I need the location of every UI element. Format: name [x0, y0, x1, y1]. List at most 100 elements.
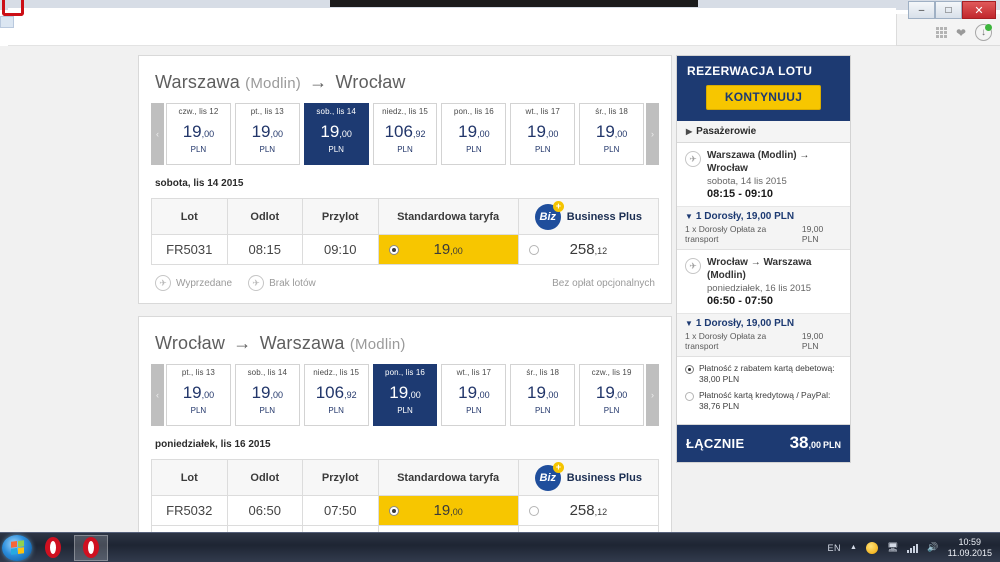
date-strip-next-button[interactable]: › — [646, 103, 659, 165]
total-label: ŁĄCZNIE — [686, 435, 745, 451]
network-icon[interactable]: 🖥 — [886, 542, 899, 552]
date-cell[interactable]: wt., lis 17 19,00 PLN — [510, 103, 576, 165]
close-button[interactable]: ✕ — [962, 1, 996, 19]
antivirus-icon[interactable] — [865, 541, 878, 554]
speed-dial-icon[interactable] — [935, 27, 947, 38]
payment-option-debit[interactable]: Płatność z rabatem kartą debetową: 38,00… — [685, 363, 842, 386]
window-controls[interactable]: – □ ✕ — [908, 1, 996, 19]
date-cell-currency: PLN — [259, 406, 276, 415]
route-card-outbound: Warszawa (Modlin) → Wrocław ‹ czw., lis … — [138, 55, 672, 304]
flight-arrival-time: 07:50 — [302, 495, 379, 526]
date-cell-price: 19,00 — [389, 383, 421, 402]
standard-fare-cell[interactable]: 19,00 — [377, 495, 519, 526]
passenger-fare-title: ▼ 1 Dorosły, 19,00 PLN — [685, 211, 795, 222]
date-cell-day: niedz., lis 15 — [313, 368, 360, 377]
date-cell-currency: PLN — [259, 145, 276, 154]
payment-radio-debit[interactable] — [685, 365, 694, 374]
segment-route: Warszawa (Modlin) → Wrocław — [707, 150, 810, 174]
date-strip-inbound[interactable]: ‹ pt., lis 13 19,00 PLN sob., lis 14 19,… — [151, 364, 659, 426]
table-row[interactable]: FR5032 06:50 07:50 19,00 258,12 — [151, 495, 660, 526]
date-strip-prev-button[interactable]: ‹ — [151, 103, 164, 165]
business-fare-radio[interactable] — [528, 244, 539, 255]
date-cell-selected[interactable]: pon., lis 16 19,00 PLN — [372, 364, 438, 426]
opera-icon — [83, 537, 99, 558]
maximize-button[interactable]: □ — [935, 1, 962, 19]
passenger-fare-title: ▼ 1 Dorosły, 19,00 PLN — [685, 318, 795, 329]
date-strip-prev-button[interactable]: ‹ — [151, 364, 164, 426]
windows-flag-icon — [10, 540, 24, 555]
standard-fare-cell[interactable]: 19,00 — [377, 234, 519, 265]
date-cell[interactable]: niedz., lis 15 106,92 PLN — [372, 103, 438, 165]
payment-radio-credit[interactable] — [685, 391, 694, 401]
table-row[interactable]: FR5031 08:15 09:10 19,00 258,12 — [151, 234, 660, 265]
summary-segment-outbound: ✈ Warszawa (Modlin) → Wrocław sobota, 14… — [677, 143, 850, 207]
continue-button[interactable]: KONTYNUUJ — [706, 85, 821, 110]
standard-fare-radio[interactable] — [388, 505, 399, 516]
date-cell[interactable]: czw., lis 19 19,00 PLN — [579, 364, 645, 426]
date-cell-selected[interactable]: sob., lis 14 19,00 PLN — [303, 103, 369, 165]
chevron-up-icon[interactable]: ▲ — [850, 544, 857, 551]
date-cell[interactable]: czw., lis 12 19,00 PLN — [166, 103, 231, 165]
active-tab[interactable] — [330, 0, 698, 7]
browser-chrome-icons[interactable]: ❤ ↓ — [935, 24, 992, 41]
minimize-button[interactable]: – — [908, 1, 935, 19]
route-destination: Wrocław — [335, 72, 406, 92]
date-cell-day: pt., lis 13 — [181, 368, 215, 377]
business-fare-radio[interactable] — [528, 505, 539, 516]
taskbar-opera-1[interactable] — [36, 535, 70, 561]
volume-icon[interactable]: 🔊 — [927, 542, 939, 552]
payment-option-credit[interactable]: Płatność kartą kredytową / PayPal: 38,76… — [685, 390, 842, 413]
business-plus-label: Business Plus — [566, 210, 642, 223]
date-strip-outbound[interactable]: ‹ czw., lis 12 19,00 PLN pt., lis 13 19,… — [151, 103, 659, 165]
segment-date: poniedziałek, 16 lis 2015 — [707, 283, 812, 294]
clock-time: 10:59 — [958, 537, 982, 548]
standard-fare-radio[interactable] — [388, 244, 399, 255]
passengers-accordion[interactable]: ▶ Pasażerowie — [677, 121, 850, 143]
clock-date: 11.09.2015 — [947, 547, 992, 558]
date-cell[interactable]: śr., lis 18 19,00 PLN — [510, 364, 576, 426]
taskbar-clock[interactable]: 10:59 11.09.2015 — [948, 537, 992, 558]
business-fare-cell[interactable]: 258,12 — [517, 525, 660, 532]
browser-tab-bar[interactable] — [0, 0, 1000, 10]
col-header-flight: Lot — [151, 198, 228, 235]
business-fare-cell[interactable]: 258,12 — [517, 234, 660, 265]
date-cell[interactable]: pt., lis 13 19,00 PLN — [234, 103, 300, 165]
legend-no-flights: ✈ Brak lotów — [248, 275, 316, 291]
system-tray: EN ▲ 🖥 🔊 10:59 11.09.2015 — [828, 537, 1000, 558]
date-cell[interactable]: sob., lis 14 19,00 PLN — [234, 364, 300, 426]
date-cell[interactable]: pon., lis 16 19,00 PLN — [441, 103, 507, 165]
date-cell[interactable]: pt., lis 13 19,00 PLN — [166, 364, 231, 426]
opera-menu-fragment[interactable] — [0, 16, 14, 28]
date-cell[interactable]: niedz., lis 15 106,92 PLN — [303, 364, 369, 426]
download-icon[interactable]: ↓ — [975, 24, 992, 41]
flight-results-column: Warszawa (Modlin) → Wrocław ‹ czw., lis … — [138, 55, 672, 532]
date-cell[interactable]: śr., lis 18 19,00 PLN — [579, 103, 645, 165]
table-row[interactable]: FR5036 16:10 17:10 19,00 258,12 — [151, 525, 660, 532]
taskbar-opera-2[interactable] — [74, 534, 108, 561]
date-cell-day: pon., lis 16 — [453, 107, 494, 116]
signal-bars-icon[interactable] — [907, 543, 919, 553]
date-cell-price: 19,00 — [251, 122, 283, 141]
date-cell-price: 19,00 — [527, 122, 559, 141]
date-cell-day: sob., lis 14 — [316, 107, 356, 116]
col-header-flight: Lot — [151, 459, 228, 496]
segment-route: Wrocław → Warszawa (Modlin) — [707, 257, 812, 281]
date-cell-currency: PLN — [534, 145, 551, 154]
date-cell-day: sob., lis 14 — [247, 368, 288, 377]
route-destination: Warszawa — [259, 333, 345, 353]
passenger-fare-inbound[interactable]: ▼ 1 Dorosły, 19,00 PLN 1 x Dorosły Opłata… — [677, 314, 850, 357]
business-fare-cell[interactable]: 258,12 — [517, 495, 660, 526]
sidebar-title: REZERWACJA LOTU — [687, 64, 813, 78]
date-cell-currency: PLN — [328, 406, 344, 415]
date-strip-next-button[interactable]: › — [646, 364, 659, 426]
heart-icon[interactable]: ❤ — [955, 25, 966, 40]
passenger-fare-outbound[interactable]: ▼ 1 Dorosły, 19,00 PLN 1 x Dorosły Opłata… — [677, 207, 850, 250]
passenger-fare-row: 1 x Dorosły Opłata za transport 19,00 PL… — [685, 222, 842, 247]
booking-summary-sidebar: REZERWACJA LOTU KONTYNUUJ ▶ Pasażerowie ✈… — [676, 55, 851, 463]
date-cell-day: śr., lis 18 — [595, 107, 628, 116]
standard-fare-price: 19,00 — [433, 241, 463, 258]
windows-start-icon[interactable] — [2, 534, 32, 561]
date-cell[interactable]: wt., lis 17 19,00 PLN — [441, 364, 507, 426]
passenger-fare-detail: 1 x Dorosły Opłata za transport — [685, 331, 767, 351]
language-indicator[interactable]: EN — [827, 542, 842, 553]
